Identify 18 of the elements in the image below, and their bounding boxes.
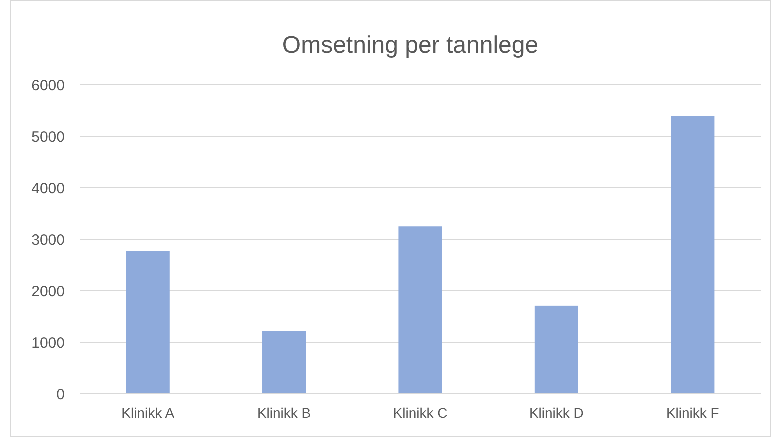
bar — [398, 226, 442, 394]
x-tick-label: Klinikk A — [122, 405, 176, 421]
bar — [671, 116, 715, 394]
x-tick-label: Klinikk B — [257, 405, 312, 421]
x-tick-label: Klinikk D — [529, 405, 584, 421]
y-tick-label: 1000 — [32, 334, 65, 352]
x-tick-label: Klinikk C — [393, 405, 448, 421]
y-tick-label: 2000 — [32, 283, 65, 300]
chart-title: Omsetning per tannlege — [282, 32, 539, 59]
y-tick-label: 6000 — [32, 77, 65, 94]
y-tick-label: 4000 — [32, 180, 65, 198]
bar — [126, 251, 170, 394]
bar — [262, 331, 306, 394]
y-tick-label: 0 — [56, 386, 65, 404]
x-tick-label: Klinikk F — [666, 405, 720, 421]
y-tick-label: 5000 — [32, 128, 65, 146]
bar — [534, 306, 578, 394]
y-tick-label: 3000 — [32, 232, 65, 249]
